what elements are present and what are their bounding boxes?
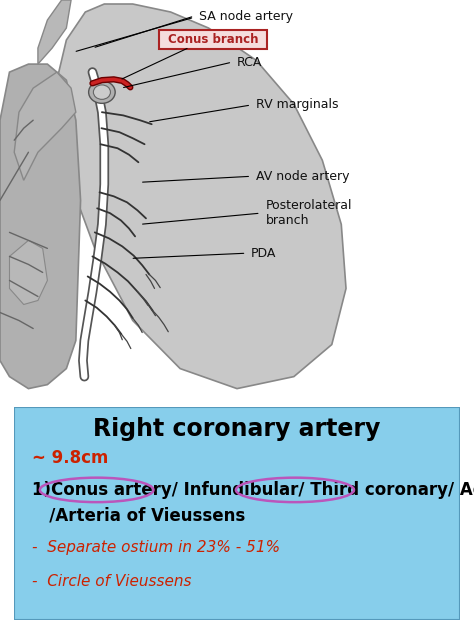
- Text: AV node artery: AV node artery: [256, 170, 349, 183]
- Text: 1)Conus artery/ Infundibular/ Third coronary/ Adipose: 1)Conus artery/ Infundibular/ Third coro…: [32, 481, 474, 499]
- Text: /Arteria of Vieussens: /Arteria of Vieussens: [32, 506, 245, 525]
- Polygon shape: [38, 0, 71, 64]
- Text: -  Separate ostium in 23% - 51%: - Separate ostium in 23% - 51%: [32, 540, 280, 555]
- Polygon shape: [57, 4, 346, 389]
- Text: SA node artery: SA node artery: [199, 9, 293, 23]
- Polygon shape: [0, 64, 81, 389]
- FancyBboxPatch shape: [159, 29, 267, 49]
- Text: Posterolateral
branch: Posterolateral branch: [265, 199, 352, 227]
- Circle shape: [93, 85, 110, 100]
- Text: PDA: PDA: [251, 247, 277, 260]
- Text: RV marginals: RV marginals: [256, 98, 338, 111]
- Text: -  Circle of Vieussens: - Circle of Vieussens: [32, 574, 191, 589]
- Text: RCA: RCA: [237, 56, 263, 69]
- Polygon shape: [14, 72, 76, 180]
- Polygon shape: [9, 240, 47, 304]
- Text: Right coronary artery: Right coronary artery: [93, 418, 381, 441]
- Circle shape: [89, 81, 115, 103]
- Text: Conus branch: Conus branch: [168, 33, 258, 46]
- FancyBboxPatch shape: [14, 407, 460, 620]
- Text: ~ 9.8cm: ~ 9.8cm: [32, 449, 109, 467]
